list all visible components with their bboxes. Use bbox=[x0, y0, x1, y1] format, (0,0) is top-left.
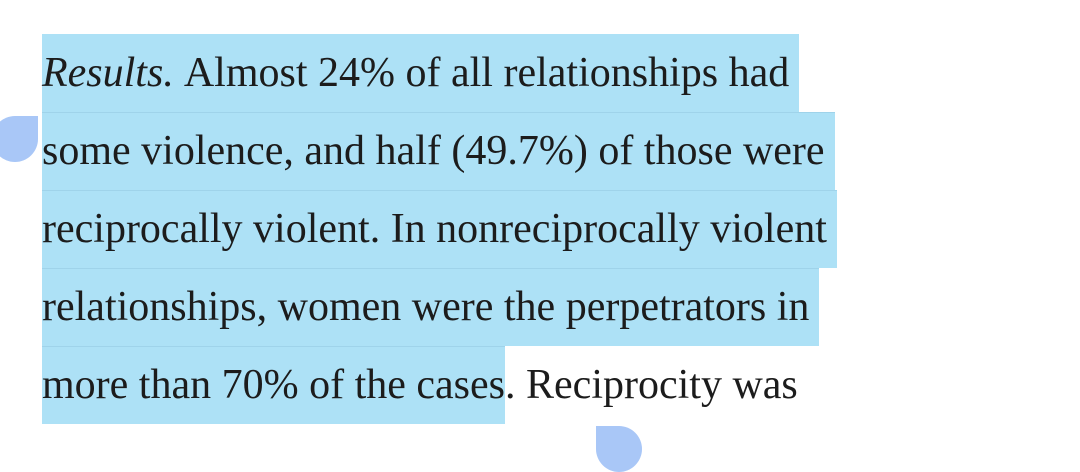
screen: Results. Almost 24% of all relationships … bbox=[0, 34, 837, 472]
line-text: Almost 24% of all relationships had bbox=[183, 50, 790, 96]
text-line: Results. Almost 24% of all relationships … bbox=[42, 34, 837, 112]
selection-start-handle[interactable] bbox=[0, 116, 38, 162]
selection: some violence, and half (49.7%) of those… bbox=[42, 112, 835, 190]
text-line: some violence, and half (49.7%) of those… bbox=[42, 112, 837, 190]
selection: relationships, women were the perpetrato… bbox=[42, 268, 820, 346]
text-line: more than 70% of the cases. Reciprocity … bbox=[42, 346, 837, 424]
selection: more than 70% of the cases bbox=[42, 346, 506, 424]
unselected-text: . Reciprocity was bbox=[505, 362, 798, 408]
text-line: relationships, women were the perpetrato… bbox=[42, 268, 837, 346]
selection-end-handle[interactable] bbox=[596, 426, 642, 472]
selection: reciprocally violent. In nonreciprocally… bbox=[42, 190, 837, 268]
lead-label: Results. bbox=[42, 50, 174, 96]
selection: Results. Almost 24% of all relationships … bbox=[42, 34, 800, 112]
paragraph: Results. Almost 24% of all relationships … bbox=[42, 34, 837, 424]
text-line: reciprocally violent. In nonreciprocally… bbox=[42, 190, 837, 268]
